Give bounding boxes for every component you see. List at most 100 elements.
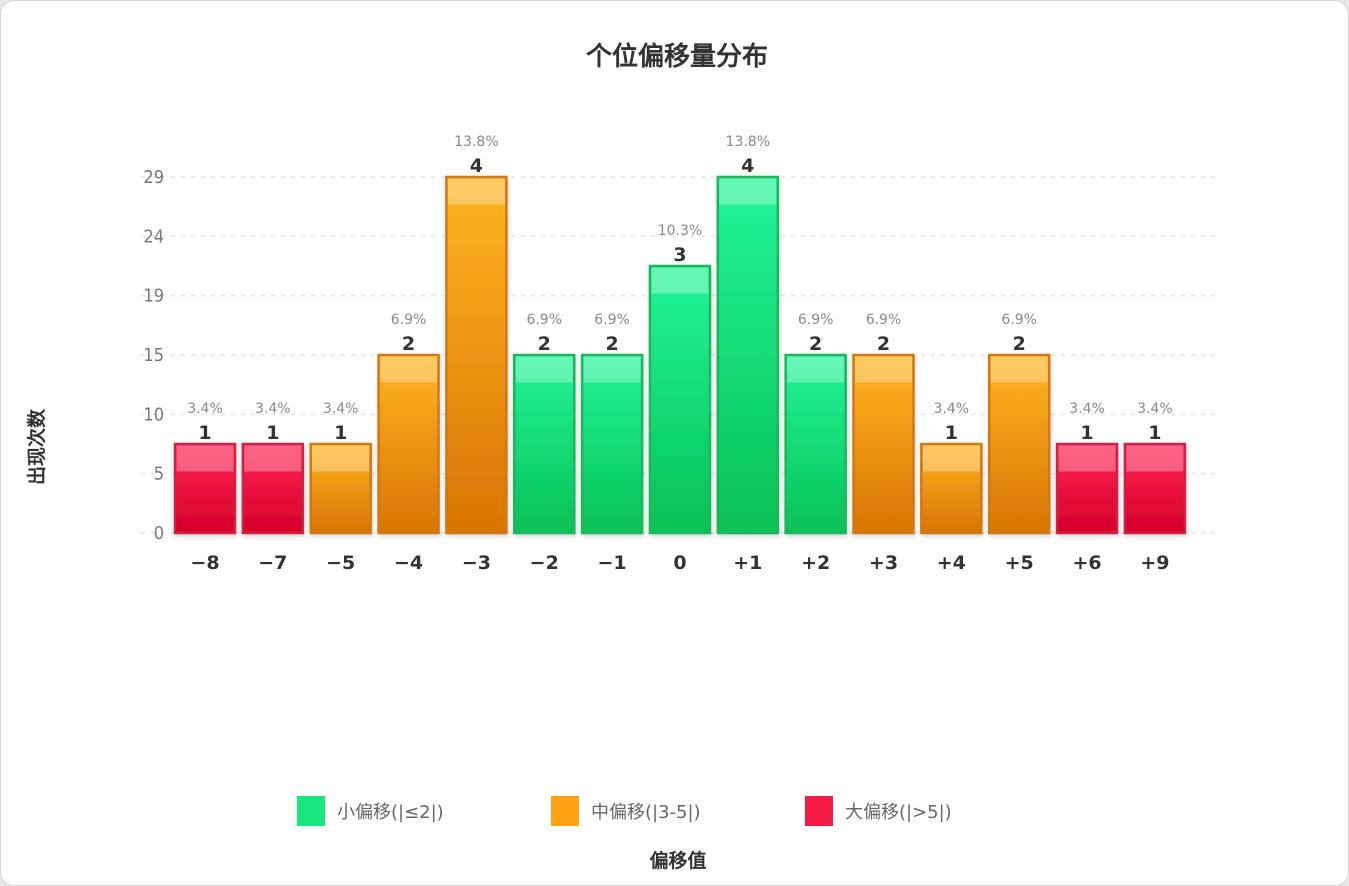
legend-item-large[interactable]: 大偏移(|>5|) xyxy=(805,796,952,826)
percent-label: 3.4% xyxy=(1069,401,1105,417)
percent-label: 6.9% xyxy=(798,312,834,328)
x-tick-label: −8 xyxy=(190,552,219,574)
x-tick-label: +3 xyxy=(869,552,898,574)
legend-label: 中偏移(|3-5|) xyxy=(591,802,701,823)
count-label: 2 xyxy=(402,333,415,355)
bar-+3 xyxy=(852,353,915,535)
bars xyxy=(173,175,1187,535)
count-label: 1 xyxy=(198,422,211,444)
bar-+2 xyxy=(784,353,847,535)
x-tick-label: −4 xyxy=(394,552,423,574)
x-tick-label: 0 xyxy=(673,552,686,574)
count-label: 2 xyxy=(809,333,822,355)
x-axis-label: 偏移值 xyxy=(649,849,706,872)
bar-highlight xyxy=(583,356,641,383)
x-tick-label: +6 xyxy=(1072,552,1101,574)
percent-label: 6.9% xyxy=(391,312,427,328)
y-axis-label: 出现次数 xyxy=(25,408,48,485)
bar xyxy=(852,353,915,535)
bar--8 xyxy=(173,442,237,535)
x-axis-ticks: −8 −7 −5 −4 −3 −2 −1 0 +1 +2 +3 +4 +5 +6 +9 xyxy=(190,552,1169,574)
x-tick-label: −5 xyxy=(326,552,355,574)
percent-label: 3.4% xyxy=(187,401,223,417)
y-tick-label: 15 xyxy=(143,345,164,366)
legend-label: 小偏移(|≤2|) xyxy=(337,802,444,823)
legend-swatch xyxy=(551,796,579,826)
bar-highlight xyxy=(990,356,1048,383)
bar-highlight xyxy=(719,178,777,205)
x-tick-label: +9 xyxy=(1140,552,1169,574)
percent-label: 6.9% xyxy=(526,312,562,328)
bar-highlight xyxy=(176,445,234,472)
count-label: 2 xyxy=(538,333,551,355)
count-label: 3 xyxy=(673,244,686,266)
count-label: 2 xyxy=(877,333,890,355)
bar xyxy=(1123,442,1187,535)
bar-+5 xyxy=(987,353,1051,535)
count-label: 4 xyxy=(470,155,483,177)
bar-highlight xyxy=(1126,445,1184,472)
bar-highlight xyxy=(515,356,573,383)
percent-label: 6.9% xyxy=(594,312,630,328)
bar xyxy=(716,175,780,535)
bar--7 xyxy=(241,442,305,535)
x-tick-label: −1 xyxy=(598,552,627,574)
legend-item-medium[interactable]: 中偏移(|3-5|) xyxy=(551,796,701,826)
bar--2 xyxy=(513,353,576,535)
bar xyxy=(377,353,440,535)
percent-label: 3.4% xyxy=(1137,401,1173,417)
chart-title: 个位偏移量分布 xyxy=(586,41,768,72)
count-label: 1 xyxy=(1080,422,1093,444)
legend-swatch xyxy=(805,796,833,826)
bar xyxy=(920,442,983,535)
x-tick-label: +1 xyxy=(733,552,762,574)
x-tick-label: +2 xyxy=(801,552,830,574)
x-tick-label: −7 xyxy=(258,552,287,574)
bar-highlight xyxy=(1058,445,1116,472)
legend-label: 大偏移(|>5|) xyxy=(845,802,952,823)
percent-label: 6.9% xyxy=(1001,312,1037,328)
count-label: 1 xyxy=(945,422,958,444)
bar xyxy=(987,353,1051,535)
bar--5 xyxy=(309,442,372,535)
percent-label: 13.8% xyxy=(726,134,770,150)
bar-highlight xyxy=(651,267,709,294)
bar-highlight xyxy=(312,445,370,472)
y-tick-label: 0 xyxy=(154,523,164,544)
data-labels: 1 3.4% 1 3.4% 1 3.4% 2 6.9% 4 13.8% 2 6.9% 2 6.9% 3 10.… xyxy=(187,134,1172,444)
bar xyxy=(1055,442,1119,535)
y-tick-label: 5 xyxy=(154,464,164,485)
bar-+1 xyxy=(716,175,780,535)
bar xyxy=(241,442,305,535)
x-tick-label: −3 xyxy=(462,552,491,574)
y-tick-label: 19 xyxy=(143,286,164,307)
y-axis-ticks: 0 5 10 15 19 24 29 xyxy=(143,167,164,544)
bar xyxy=(445,175,508,535)
count-label: 1 xyxy=(334,422,347,444)
legend-swatch xyxy=(297,796,325,826)
count-label: 1 xyxy=(1148,422,1161,444)
count-label: 2 xyxy=(1013,333,1026,355)
bar--4 xyxy=(377,353,440,535)
bar xyxy=(580,353,644,535)
percent-label: 13.8% xyxy=(454,134,498,150)
bar-highlight xyxy=(787,356,845,383)
count-label: 4 xyxy=(741,155,754,177)
count-label: 1 xyxy=(266,422,279,444)
bar-+4 xyxy=(920,442,983,535)
percent-label: 10.3% xyxy=(658,223,702,239)
y-tick-label: 29 xyxy=(143,167,164,188)
bar xyxy=(648,264,712,535)
bar-highlight xyxy=(380,356,438,383)
bar xyxy=(309,442,372,535)
percent-label: 6.9% xyxy=(866,312,902,328)
legend-item-small[interactable]: 小偏移(|≤2|) xyxy=(297,796,444,826)
x-tick-label: +4 xyxy=(937,552,966,574)
y-tick-label: 24 xyxy=(143,226,164,247)
bar xyxy=(784,353,847,535)
bar-highlight xyxy=(244,445,302,472)
bar-+9 xyxy=(1123,442,1187,535)
bar-highlight xyxy=(922,445,980,472)
legend: 小偏移(|≤2|) 中偏移(|3-5|) 大偏移(|>5|) xyxy=(297,796,952,826)
